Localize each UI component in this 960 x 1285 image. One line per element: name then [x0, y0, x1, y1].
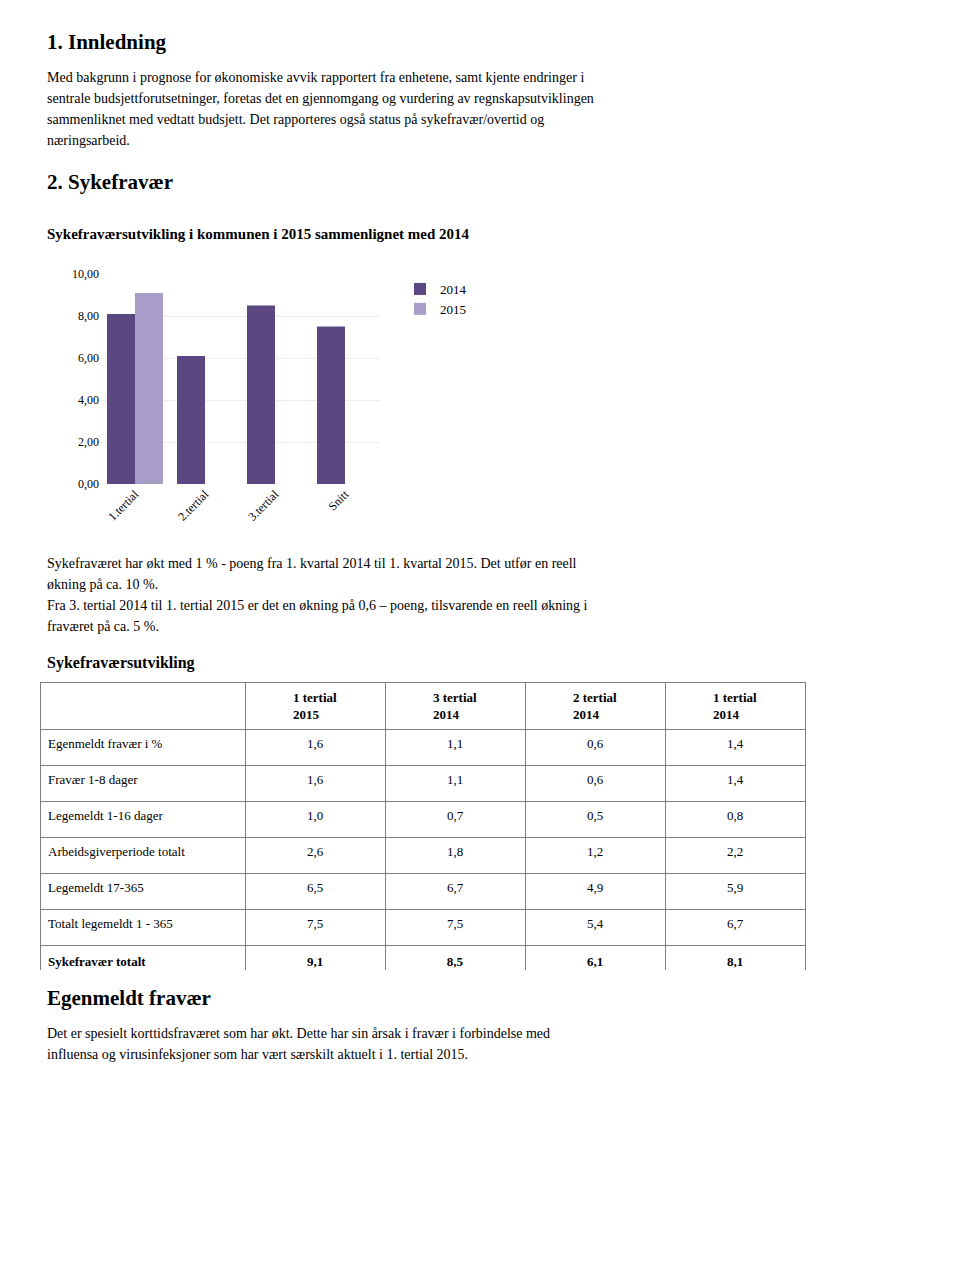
- svg-text:Egenmeldt fravær: Egenmeldt fravær: [47, 986, 211, 1010]
- svg-text:Fravær 1-8 dager: Fravær 1-8 dager: [48, 772, 138, 787]
- svg-text:9,1: 9,1: [307, 954, 323, 969]
- svg-text:6,7: 6,7: [447, 880, 464, 895]
- svg-text:2015: 2015: [440, 302, 466, 317]
- svg-text:sammenliknet med vedtatt budsj: sammenliknet med vedtatt budsjett. Det r…: [47, 112, 544, 127]
- svg-text:Sykefravær totalt: Sykefravær totalt: [48, 954, 146, 969]
- svg-text:3.tertial: 3.tertial: [245, 487, 282, 524]
- svg-text:0,6: 0,6: [587, 736, 604, 751]
- svg-text:Sykefraværsutvikling i kommune: Sykefraværsutvikling i kommunen i 2015 s…: [47, 226, 470, 242]
- svg-text:1.tertial: 1.tertial: [105, 487, 142, 524]
- svg-text:Fra 3. tertial 2014 til 1. ter: Fra 3. tertial 2014 til 1. tertial 2015 …: [47, 598, 588, 613]
- svg-text:8,00: 8,00: [78, 309, 99, 323]
- svg-text:2,6: 2,6: [307, 844, 324, 859]
- svg-text:10,00: 10,00: [72, 267, 99, 281]
- svg-text:5,4: 5,4: [587, 916, 604, 931]
- svg-text:0,00: 0,00: [78, 477, 99, 491]
- svg-text:8,5: 8,5: [447, 954, 464, 969]
- svg-text:influensa og virusinfeksjoner: influensa og virusinfeksjoner som har væ…: [47, 1047, 468, 1062]
- svg-text:6,7: 6,7: [727, 916, 744, 931]
- svg-text:6,00: 6,00: [78, 351, 99, 365]
- svg-text:4,9: 4,9: [587, 880, 603, 895]
- svg-text:2 tertial2014: 2 tertial2014: [573, 690, 617, 722]
- svg-text:fraværet på ca. 5 %.: fraværet på ca. 5 %.: [47, 619, 159, 634]
- svg-text:næringsarbeid.: næringsarbeid.: [47, 133, 130, 148]
- svg-text:1,6: 1,6: [307, 772, 324, 787]
- svg-text:Egenmeldt fravær i %: Egenmeldt fravær i %: [48, 736, 163, 751]
- svg-text:1,0: 1,0: [307, 808, 323, 823]
- svg-text:7,5: 7,5: [307, 916, 323, 931]
- svg-text:0,8: 0,8: [727, 808, 743, 823]
- svg-text:1,1: 1,1: [447, 772, 463, 787]
- svg-text:1,1: 1,1: [447, 736, 463, 751]
- svg-text:1,4: 1,4: [727, 736, 744, 751]
- svg-text:2. Sykefravær: 2. Sykefravær: [47, 170, 173, 194]
- svg-text:6,1: 6,1: [587, 954, 603, 969]
- svg-text:Med bakgrunn i prognose for øk: Med bakgrunn i prognose for økonomiske a…: [47, 70, 584, 85]
- svg-text:2,2: 2,2: [727, 844, 743, 859]
- svg-text:7,5: 7,5: [447, 916, 463, 931]
- svg-text:2,00: 2,00: [78, 435, 99, 449]
- svg-text:1 tertial2014: 1 tertial2014: [713, 690, 757, 722]
- svg-text:1. Innledning: 1. Innledning: [47, 30, 167, 54]
- svg-text:Legemeldt 1-16 dager: Legemeldt 1-16 dager: [48, 808, 163, 823]
- svg-text:1,8: 1,8: [447, 844, 463, 859]
- svg-text:Sykefraværsutvikling: Sykefraværsutvikling: [47, 654, 195, 672]
- svg-text:Det er spesielt korttidsfravær: Det er spesielt korttidsfraværet som har…: [47, 1026, 550, 1041]
- svg-text:3 tertial2014: 3 tertial2014: [433, 690, 477, 722]
- svg-text:Legemeldt 17-365: Legemeldt 17-365: [48, 880, 144, 895]
- svg-text:1 tertial2015: 1 tertial2015: [293, 690, 337, 722]
- svg-text:1,4: 1,4: [727, 772, 744, 787]
- svg-text:5,9: 5,9: [727, 880, 743, 895]
- svg-text:0,6: 0,6: [587, 772, 604, 787]
- svg-text:sentrale budsjettforutsetninge: sentrale budsjettforutsetninger, foretas…: [47, 91, 594, 106]
- svg-text:0,5: 0,5: [587, 808, 603, 823]
- svg-text:4,00: 4,00: [78, 393, 99, 407]
- svg-text:1,2: 1,2: [587, 844, 603, 859]
- svg-text:økning på ca. 10 %.: økning på ca. 10 %.: [47, 577, 158, 592]
- svg-text:2.tertial: 2.tertial: [175, 487, 212, 524]
- svg-text:0,7: 0,7: [447, 808, 464, 823]
- svg-text:1,6: 1,6: [307, 736, 324, 751]
- svg-text:6,5: 6,5: [307, 880, 323, 895]
- svg-text:Arbeidsgiverperiode totalt: Arbeidsgiverperiode totalt: [48, 844, 185, 859]
- svg-text:Snitt: Snitt: [325, 487, 351, 513]
- svg-text:8,1: 8,1: [727, 954, 743, 969]
- svg-text:Totalt legemeldt 1 - 365: Totalt legemeldt 1 - 365: [48, 916, 173, 931]
- svg-text:Sykefraværet har økt med 1 % -: Sykefraværet har økt med 1 % - poeng fra…: [47, 556, 577, 571]
- svg-text:2014: 2014: [440, 282, 467, 297]
